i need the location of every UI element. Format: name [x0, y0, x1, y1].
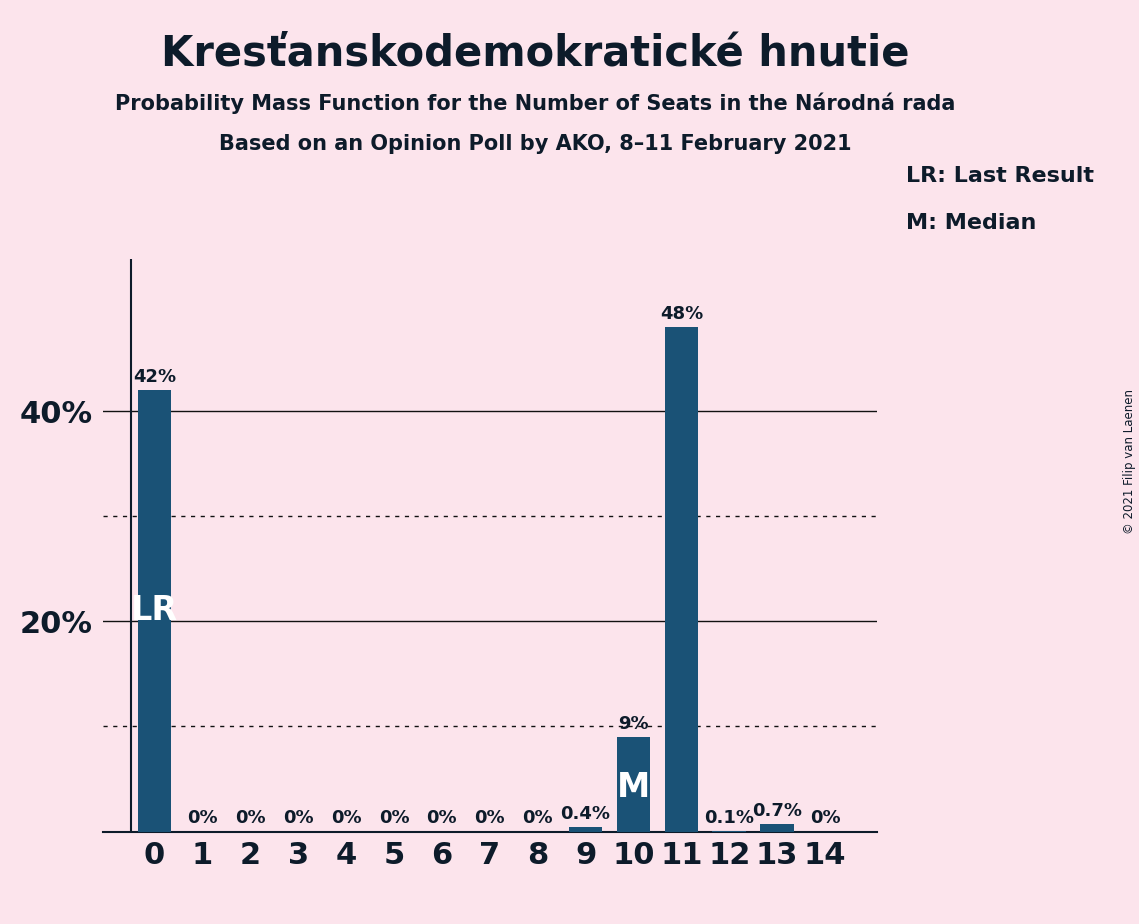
- Text: 0%: 0%: [235, 809, 265, 827]
- Text: Based on an Opinion Poll by AKO, 8–11 February 2021: Based on an Opinion Poll by AKO, 8–11 Fe…: [219, 134, 852, 154]
- Text: LR: Last Result: LR: Last Result: [906, 166, 1093, 187]
- Bar: [713, 831, 746, 832]
- Text: Kresťanskodemokratické hnutie: Kresťanskodemokratické hnutie: [161, 32, 910, 74]
- Text: 0%: 0%: [282, 809, 313, 827]
- Text: © 2021 Filip van Laenen: © 2021 Filip van Laenen: [1123, 390, 1137, 534]
- Text: LR: LR: [131, 594, 178, 627]
- Text: 9%: 9%: [618, 715, 649, 733]
- Bar: [616, 737, 650, 832]
- Text: 0%: 0%: [330, 809, 361, 827]
- Bar: [664, 327, 698, 832]
- Text: 0%: 0%: [427, 809, 457, 827]
- Text: 0.7%: 0.7%: [752, 802, 802, 820]
- Bar: [568, 827, 603, 832]
- Bar: [761, 824, 794, 832]
- Text: 0%: 0%: [475, 809, 505, 827]
- Text: 42%: 42%: [133, 368, 177, 386]
- Text: 48%: 48%: [659, 305, 703, 322]
- Text: Probability Mass Function for the Number of Seats in the Národná rada: Probability Mass Function for the Number…: [115, 92, 956, 114]
- Bar: [138, 390, 171, 832]
- Text: 0%: 0%: [187, 809, 218, 827]
- Text: 0%: 0%: [378, 809, 409, 827]
- Text: 0.4%: 0.4%: [560, 805, 611, 823]
- Text: M: Median: M: Median: [906, 213, 1035, 233]
- Text: M: M: [617, 771, 650, 804]
- Text: 0.1%: 0.1%: [704, 809, 754, 827]
- Text: 0%: 0%: [523, 809, 552, 827]
- Text: 0%: 0%: [810, 809, 841, 827]
